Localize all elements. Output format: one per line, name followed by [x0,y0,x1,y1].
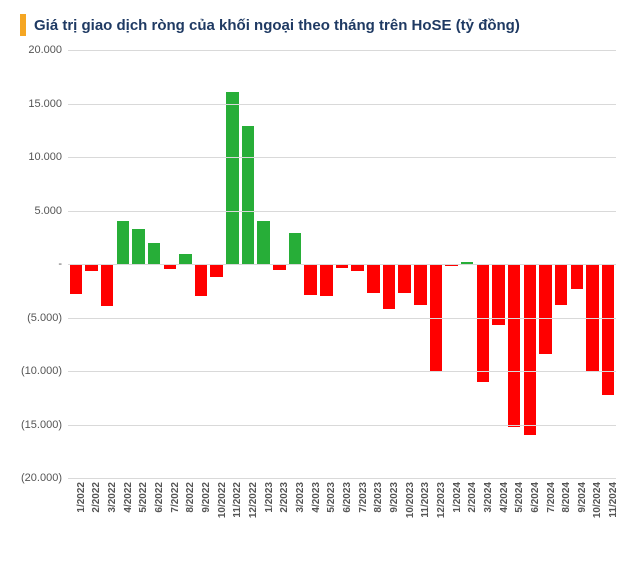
bar [117,221,130,264]
x-label-slot: 9/2022 [193,482,209,562]
bar [383,264,396,309]
gridline [68,211,616,212]
bar [414,264,427,305]
x-label-slot: 6/2024 [522,482,538,562]
x-label-slot: 8/2023 [365,482,381,562]
x-label-slot: 8/2022 [178,482,194,562]
x-label-slot: 5/2024 [506,482,522,562]
bar [101,264,114,306]
bar [492,264,505,325]
y-tick-label: (20.000) [21,472,68,484]
y-tick-label: 5.000 [34,205,68,217]
bar [524,264,537,435]
x-label-slot: 10/2023 [397,482,413,562]
bar [210,264,223,277]
x-label-slot: 10/2024 [585,482,601,562]
y-tick-label: 15.000 [28,98,68,110]
x-label-slot: 3/2022 [99,482,115,562]
chart-container: Giá trị giao dịch ròng của khối ngoại th… [0,0,640,568]
x-label-slot: 4/2024 [491,482,507,562]
x-label-slot: 5/2022 [131,482,147,562]
bar [304,264,317,295]
x-label-slot: 11/2024 [600,482,616,562]
y-tick-label: - [58,258,68,270]
x-label-slot: 1/2024 [444,482,460,562]
x-label-slot: 2/2023 [272,482,288,562]
x-axis-labels: 1/20222/20223/20224/20225/20226/20227/20… [68,482,616,562]
x-label-slot: 4/2023 [303,482,319,562]
bar [539,264,552,354]
gridline [68,264,616,265]
x-label-slot: 2/2024 [459,482,475,562]
x-tick-label: 11/2024 [608,482,619,518]
x-label-slot: 3/2023 [287,482,303,562]
x-label-slot: 6/2023 [334,482,350,562]
gridline [68,371,616,372]
bar [242,126,255,264]
x-label-slot: 9/2023 [381,482,397,562]
x-label-slot: 9/2024 [569,482,585,562]
gridline [68,50,616,51]
bar [351,264,364,271]
y-tick-label: (5.000) [27,312,68,324]
x-label-slot: 1/2023 [256,482,272,562]
gridline [68,318,616,319]
bar [226,92,239,264]
x-label-slot: 8/2024 [553,482,569,562]
y-tick-label: 10.000 [28,151,68,163]
x-label-slot: 5/2023 [319,482,335,562]
x-label-slot: 11/2023 [412,482,428,562]
bar [289,233,302,264]
y-tick-label: (10.000) [21,365,68,377]
bar [179,254,192,264]
title-accent-bar [20,14,26,36]
x-label-slot: 2/2022 [84,482,100,562]
y-tick-label: (15.000) [21,419,68,431]
bar [571,264,584,289]
chart-title: Giá trị giao dịch ròng của khối ngoại th… [34,17,520,34]
x-label-slot: 10/2022 [209,482,225,562]
x-label-slot: 4/2022 [115,482,131,562]
bar [602,264,615,395]
bar [195,264,208,296]
bar [508,264,521,427]
gridline [68,157,616,158]
x-label-slot: 12/2023 [428,482,444,562]
bar [477,264,490,382]
bar [70,264,83,294]
bar [398,264,411,293]
gridline [68,478,616,479]
x-label-slot: 7/2023 [350,482,366,562]
bar [148,243,161,264]
plot-area: 20.00015.00010.0005.000-(5.000)(10.000)(… [68,50,616,478]
bar [555,264,568,305]
bar [320,264,333,296]
bar [132,229,145,264]
gridline [68,425,616,426]
bar [367,264,380,293]
x-label-slot: 12/2022 [240,482,256,562]
y-tick-label: 20.000 [28,44,68,56]
x-label-slot: 6/2022 [146,482,162,562]
gridline [68,104,616,105]
chart-title-row: Giá trị giao dịch ròng của khối ngoại th… [20,14,616,36]
x-label-slot: 7/2022 [162,482,178,562]
x-label-slot: 1/2022 [68,482,84,562]
x-label-slot: 3/2024 [475,482,491,562]
x-label-slot: 11/2022 [225,482,241,562]
bar [257,221,270,264]
x-label-slot: 7/2024 [538,482,554,562]
bar [85,264,98,271]
